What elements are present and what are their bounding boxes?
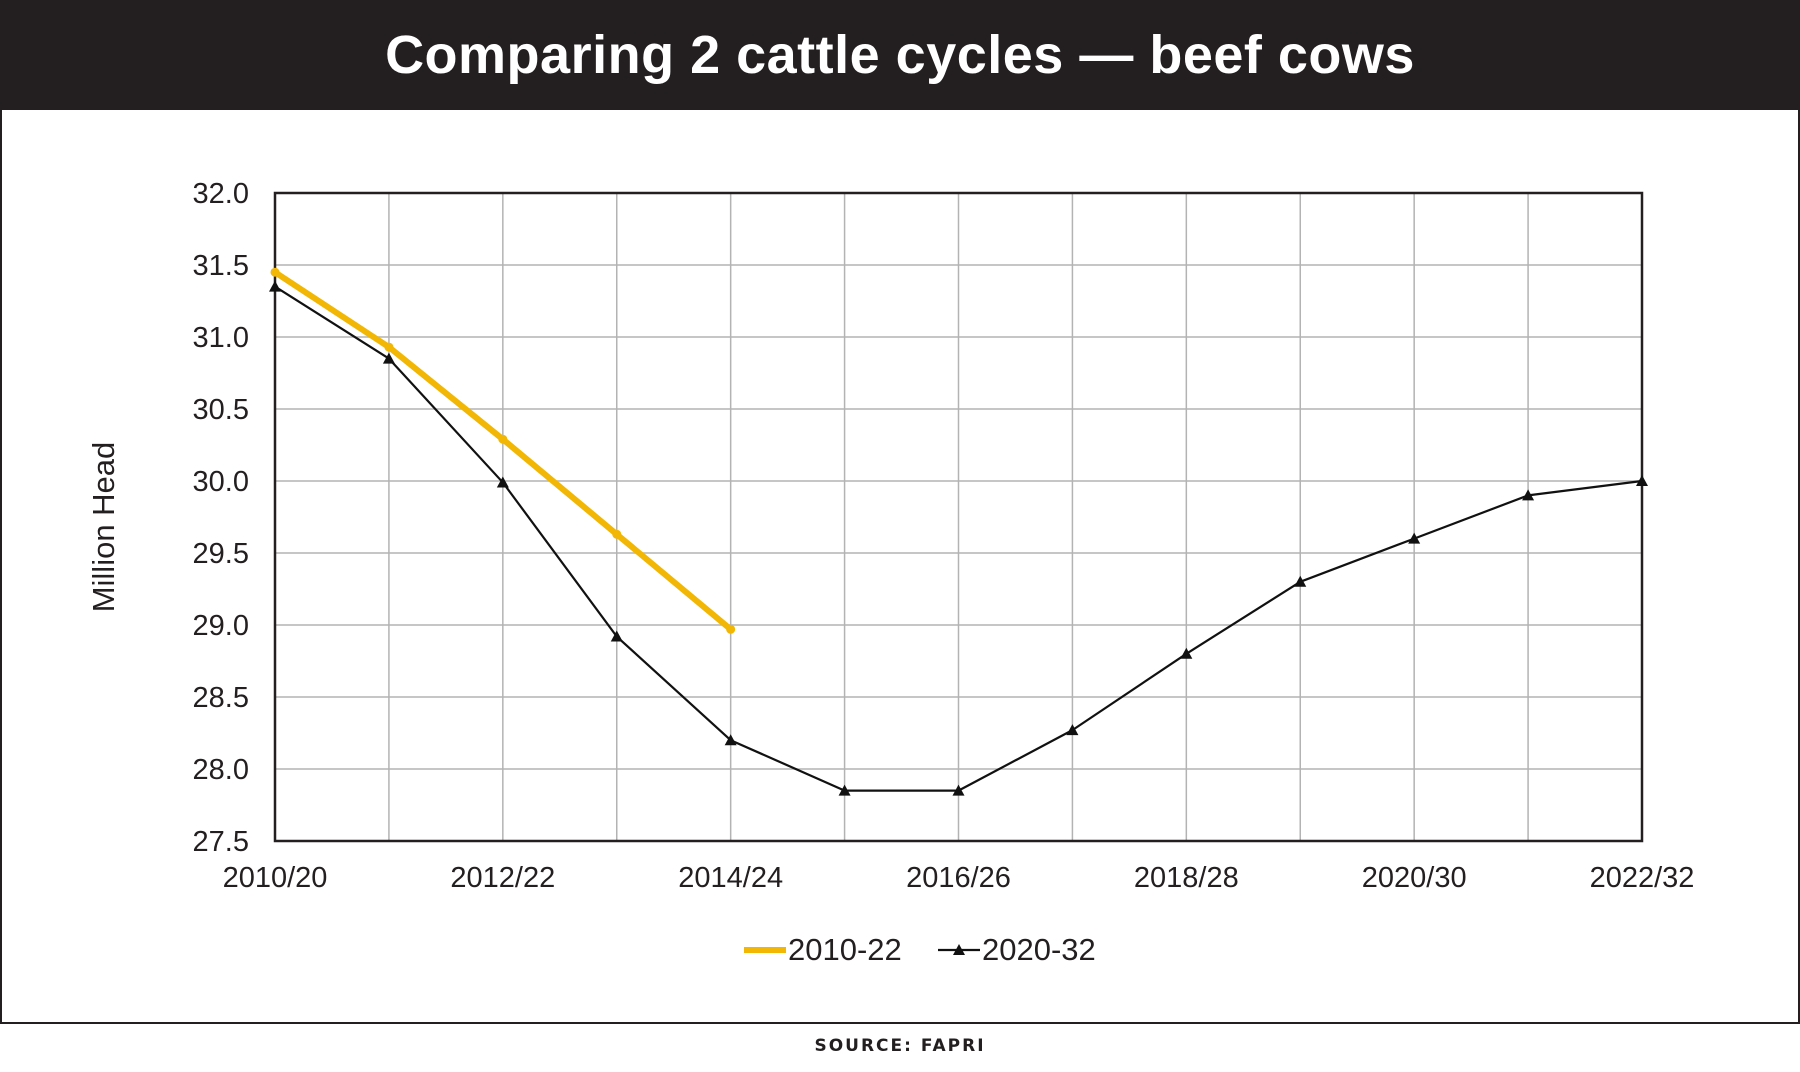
grid-lines: [274, 192, 1643, 842]
x-tick-label: 2018/28: [1134, 862, 1239, 894]
data-point: [612, 529, 622, 539]
x-tick-label: 2010/20: [223, 862, 328, 894]
plot-area-border: [273, 191, 1644, 843]
data-point-triangle: [1408, 532, 1421, 544]
y-tick-label: 31.0: [193, 322, 249, 354]
data-point: [498, 434, 508, 444]
legend-marker-triangle: [953, 944, 965, 955]
data-point-triangle: [838, 784, 851, 796]
data-point: [726, 624, 736, 634]
data-point-triangle: [1294, 575, 1307, 587]
legend-label: 2010-22: [788, 932, 902, 967]
y-tick-label: 31.5: [193, 250, 249, 282]
data-point-triangle: [269, 280, 281, 292]
chart-title-bar: Comparing 2 cattle cycles — beef cows: [0, 0, 1800, 110]
y-tick-label: 28.0: [193, 754, 249, 786]
legend-label: 2020-32: [982, 932, 1096, 967]
x-axis-ticks: 2010/20 2012/22 2014/24 2016/26 2018/28 2020/…: [223, 862, 1695, 894]
data-point-triangle: [496, 476, 509, 488]
data-point: [384, 342, 394, 352]
data-point-triangle: [724, 734, 737, 746]
data-point-triangle: [1180, 647, 1193, 659]
data-point-triangle: [952, 784, 965, 796]
data-point: [270, 267, 280, 277]
y-axis-label: Million Head: [86, 442, 121, 613]
x-tick-label: 2012/22: [450, 862, 555, 894]
y-tick-label: 30.5: [193, 394, 249, 426]
chart-frame: 32.0 31.5 31.0 30.5 30.0 29.5 29.0 28.5 28.0 27.5…: [0, 110, 1800, 1024]
page-title: Comparing 2 cattle cycles — beef cows: [385, 25, 1415, 85]
data-point-triangle: [1636, 475, 1648, 486]
y-tick-label: 29.0: [193, 610, 249, 642]
y-tick-label: 28.5: [193, 682, 249, 714]
data-point-triangle: [610, 630, 623, 642]
y-axis-ticks: 32.0 31.5 31.0 30.5 30.0 29.5 29.0 28.5 28.0 27.5: [193, 178, 249, 858]
y-tick-label: 29.5: [193, 538, 249, 570]
series-lines: [269, 267, 1648, 796]
x-tick-label: 2022/32: [1590, 862, 1695, 894]
source-note: SOURCE: FAPRI: [814, 1036, 986, 1056]
data-point-triangle: [382, 352, 395, 364]
data-point-triangle: [1522, 489, 1535, 501]
x-tick-label: 2014/24: [678, 862, 783, 894]
x-tick-label: 2020/30: [1362, 862, 1467, 894]
data-point-triangle: [1066, 724, 1079, 736]
y-tick-label: 30.0: [193, 466, 249, 498]
y-tick-label: 32.0: [193, 178, 249, 210]
line-chart: 32.0 31.5 31.0 30.5 30.0 29.5 29.0 28.5 28.0 27.5…: [86, 178, 1695, 967]
x-tick-label: 2016/26: [906, 862, 1011, 894]
legend: 2010-22 2020-32: [744, 932, 1096, 967]
y-tick-label: 27.5: [193, 826, 249, 858]
